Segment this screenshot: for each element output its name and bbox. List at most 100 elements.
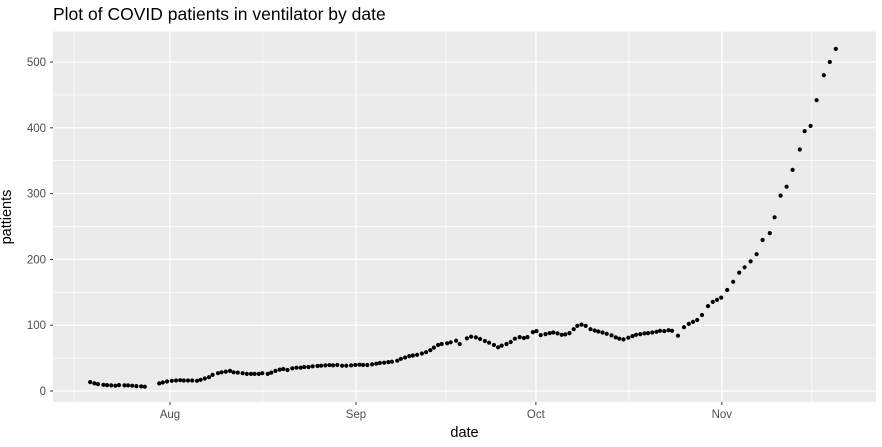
data-point xyxy=(116,383,122,388)
data-point xyxy=(374,361,379,366)
data-point xyxy=(113,383,118,388)
data-point xyxy=(310,364,315,369)
data-point xyxy=(650,330,655,335)
data-point xyxy=(690,319,696,324)
data-point xyxy=(596,329,601,334)
data-point xyxy=(206,375,212,380)
data-point xyxy=(725,287,730,293)
data-point xyxy=(240,371,245,376)
data-point xyxy=(122,383,127,388)
data-point xyxy=(534,329,539,334)
data-point xyxy=(719,295,724,300)
data-point xyxy=(642,331,647,336)
data-point xyxy=(104,383,110,388)
data-point xyxy=(202,376,207,381)
data-point xyxy=(666,328,671,333)
data-point xyxy=(482,338,487,344)
data-point xyxy=(198,377,203,382)
data-point xyxy=(737,270,742,275)
data-point xyxy=(504,341,509,347)
data-point xyxy=(543,332,548,337)
data-point xyxy=(281,366,286,372)
data-point xyxy=(778,193,783,198)
data-point xyxy=(646,331,651,336)
data-point xyxy=(185,378,191,383)
data-point xyxy=(626,335,631,340)
data-point xyxy=(277,367,282,372)
data-point xyxy=(223,369,228,374)
data-point xyxy=(563,332,568,337)
data-point xyxy=(530,330,536,335)
data-point xyxy=(349,363,354,368)
data-point xyxy=(547,331,552,336)
data-point xyxy=(190,378,195,383)
data-point xyxy=(370,362,375,367)
data-point xyxy=(361,362,366,368)
data-point xyxy=(231,370,236,375)
data-point xyxy=(592,328,597,333)
data-point xyxy=(252,371,257,376)
data-point xyxy=(269,370,274,375)
data-point xyxy=(767,231,772,236)
y-tick-label: 400 xyxy=(27,123,46,135)
data-point xyxy=(827,59,832,65)
plot-title: Plot of COVID patients in ventilator by … xyxy=(53,4,386,24)
data-point xyxy=(181,378,186,383)
data-point xyxy=(525,335,530,340)
data-point xyxy=(609,333,614,338)
data-point xyxy=(508,339,513,345)
data-point xyxy=(157,381,162,386)
data-point xyxy=(760,237,765,243)
data-point xyxy=(638,332,643,337)
y-tick-label: 200 xyxy=(27,254,46,266)
data-point xyxy=(109,383,114,388)
data-point xyxy=(178,378,183,383)
data-point xyxy=(538,333,543,338)
data-point xyxy=(419,351,424,356)
data-point xyxy=(169,378,174,383)
data-point xyxy=(604,331,609,336)
data-point xyxy=(517,335,522,340)
data-point xyxy=(784,184,789,189)
data-point xyxy=(256,371,261,376)
data-point xyxy=(630,334,635,339)
data-point xyxy=(567,331,572,336)
data-point xyxy=(219,370,224,375)
data-point xyxy=(588,327,593,332)
data-point xyxy=(487,340,492,345)
data-point xyxy=(210,372,215,377)
y-tick-label: 300 xyxy=(27,189,46,201)
data-point xyxy=(194,378,200,383)
data-point xyxy=(579,322,584,327)
data-point xyxy=(457,341,462,347)
data-point xyxy=(173,378,179,383)
data-point xyxy=(790,167,795,172)
data-point xyxy=(600,330,605,335)
data-point xyxy=(575,323,580,328)
data-point xyxy=(710,299,715,304)
data-point xyxy=(244,371,249,376)
data-point xyxy=(464,336,469,341)
data-point xyxy=(454,338,459,343)
data-point xyxy=(478,336,483,342)
data-point xyxy=(439,341,444,347)
data-point xyxy=(415,352,420,357)
data-point xyxy=(559,332,564,337)
data-point xyxy=(695,317,700,323)
data-point xyxy=(260,371,265,376)
data-point xyxy=(654,329,659,334)
x-tick-label: Oct xyxy=(527,409,546,421)
data-point xyxy=(410,353,415,358)
data-point xyxy=(469,334,474,339)
data-point xyxy=(491,342,496,348)
data-point xyxy=(808,123,813,128)
data-point xyxy=(398,356,403,361)
data-point xyxy=(428,348,433,353)
data-point xyxy=(160,380,165,385)
data-point xyxy=(473,335,478,340)
data-point xyxy=(555,331,560,336)
data-point xyxy=(331,363,336,368)
data-point xyxy=(675,333,681,338)
data-point xyxy=(617,336,622,341)
